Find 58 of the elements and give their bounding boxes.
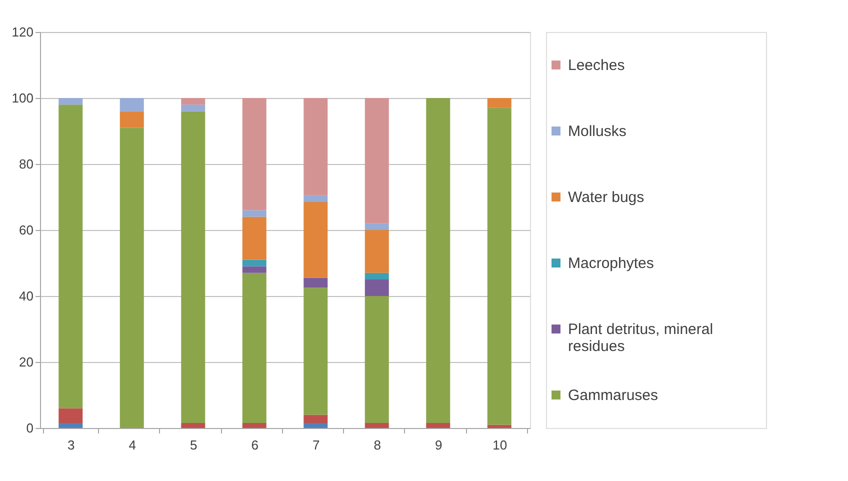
x-tick-label: 9 [435, 438, 442, 452]
y-tick-label: 20 [19, 354, 34, 370]
legend-label: Plant detritus, mineral residues [568, 321, 714, 355]
x-tick-label: 3 [68, 438, 75, 452]
bar [120, 128, 144, 428]
bar [242, 260, 266, 266]
bar [120, 111, 144, 128]
bar [304, 414, 328, 424]
x-tick-label: 4 [128, 438, 136, 452]
y-tick-label: 120 [12, 24, 34, 40]
y-tick-label: 100 [12, 90, 34, 106]
bar [364, 423, 389, 428]
y-tick-label: 60 [19, 222, 34, 238]
legend-label: Gammaruses [568, 387, 658, 404]
bar [242, 98, 266, 210]
bar [364, 296, 389, 424]
x-tick-label: 8 [374, 438, 381, 452]
bar [364, 98, 389, 224]
bar [120, 98, 144, 112]
bar [242, 266, 266, 273]
bar [304, 98, 328, 196]
bar [181, 104, 206, 112]
x-tick-label: 6 [251, 438, 258, 452]
bar [304, 288, 328, 415]
bar [426, 423, 450, 428]
x-tick-label: 7 [312, 438, 320, 452]
bar [487, 108, 512, 425]
legend-label: Macrophytes [568, 255, 654, 272]
bar [242, 272, 266, 424]
bar [58, 104, 83, 408]
bar [364, 272, 389, 280]
bar [364, 230, 389, 273]
bar [58, 423, 83, 428]
x-tick-label: 5 [190, 438, 198, 452]
y-tick-label: 80 [19, 156, 34, 172]
bar [242, 216, 266, 260]
legend-label: Mollusks [568, 123, 626, 140]
bar [364, 223, 389, 230]
bar [181, 111, 206, 424]
bar [242, 423, 266, 428]
bar [58, 408, 83, 424]
bar [181, 423, 206, 428]
bar [364, 280, 389, 296]
bar [242, 210, 266, 217]
bar [304, 278, 328, 288]
y-tick-label: 40 [19, 288, 34, 304]
bar [304, 195, 328, 202]
bar [58, 98, 83, 105]
bar [304, 202, 328, 278]
legend-label: Water bugs [568, 189, 644, 206]
bar [426, 98, 450, 424]
legend-label: Leeches [568, 57, 625, 74]
y-tick-label: 0 [26, 420, 34, 436]
bar [304, 423, 328, 428]
bar [487, 98, 512, 108]
bar [181, 98, 206, 105]
x-tick-label: 10 [492, 438, 508, 452]
bar [487, 424, 512, 428]
